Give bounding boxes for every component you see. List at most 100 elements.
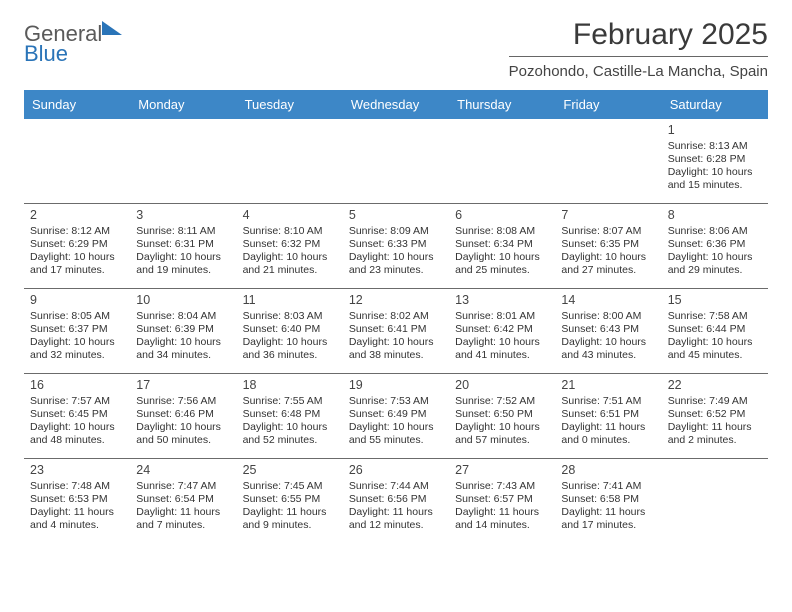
day-number: 5 xyxy=(349,208,443,224)
daylight-text: Daylight: 10 hours and 25 minutes. xyxy=(455,251,549,277)
daylight-text: Daylight: 10 hours and 48 minutes. xyxy=(30,421,124,447)
day-number: 22 xyxy=(668,378,762,394)
sunrise-text: Sunrise: 7:55 AM xyxy=(243,395,337,408)
calendar-day-cell xyxy=(662,459,768,543)
sunrise-text: Sunrise: 8:01 AM xyxy=(455,310,549,323)
sunset-text: Sunset: 6:34 PM xyxy=(455,238,549,251)
calendar-day-cell: 5Sunrise: 8:09 AMSunset: 6:33 PMDaylight… xyxy=(343,204,449,288)
sunrise-text: Sunrise: 7:45 AM xyxy=(243,480,337,493)
daylight-text: Daylight: 10 hours and 34 minutes. xyxy=(136,336,230,362)
day-number: 7 xyxy=(561,208,655,224)
logo-triangle-icon xyxy=(102,21,122,35)
day-number: 14 xyxy=(561,293,655,309)
sunrise-text: Sunrise: 8:09 AM xyxy=(349,225,443,238)
page-title: February 2025 xyxy=(509,18,768,52)
calendar-day-cell: 25Sunrise: 7:45 AMSunset: 6:55 PMDayligh… xyxy=(237,459,343,543)
weekday-header: Saturday xyxy=(662,90,768,119)
sunset-text: Sunset: 6:46 PM xyxy=(136,408,230,421)
sunset-text: Sunset: 6:58 PM xyxy=(561,493,655,506)
sunrise-text: Sunrise: 7:48 AM xyxy=(30,480,124,493)
weekday-header-row: Sunday Monday Tuesday Wednesday Thursday… xyxy=(24,90,768,119)
sunrise-text: Sunrise: 7:43 AM xyxy=(455,480,549,493)
daylight-text: Daylight: 11 hours and 12 minutes. xyxy=(349,506,443,532)
daylight-text: Daylight: 10 hours and 23 minutes. xyxy=(349,251,443,277)
sunrise-text: Sunrise: 8:05 AM xyxy=(30,310,124,323)
page-header: General Blue February 2025 Pozohondo, Ca… xyxy=(24,18,768,80)
daylight-text: Daylight: 11 hours and 4 minutes. xyxy=(30,506,124,532)
day-number: 8 xyxy=(668,208,762,224)
day-number: 27 xyxy=(455,463,549,479)
calendar-day-cell xyxy=(237,119,343,203)
calendar-day-cell: 27Sunrise: 7:43 AMSunset: 6:57 PMDayligh… xyxy=(449,459,555,543)
sunset-text: Sunset: 6:41 PM xyxy=(349,323,443,336)
calendar-day-cell: 8Sunrise: 8:06 AMSunset: 6:36 PMDaylight… xyxy=(662,204,768,288)
sunset-text: Sunset: 6:50 PM xyxy=(455,408,549,421)
day-number: 26 xyxy=(349,463,443,479)
calendar-day-cell: 6Sunrise: 8:08 AMSunset: 6:34 PMDaylight… xyxy=(449,204,555,288)
day-number: 28 xyxy=(561,463,655,479)
sunrise-text: Sunrise: 7:53 AM xyxy=(349,395,443,408)
weekday-header: Friday xyxy=(555,90,661,119)
logo-text: General Blue xyxy=(24,24,122,64)
sunrise-text: Sunrise: 7:41 AM xyxy=(561,480,655,493)
sunset-text: Sunset: 6:55 PM xyxy=(243,493,337,506)
calendar-day-cell xyxy=(343,119,449,203)
calendar-day-cell: 17Sunrise: 7:56 AMSunset: 6:46 PMDayligh… xyxy=(130,374,236,458)
calendar-day-cell xyxy=(130,119,236,203)
sunrise-text: Sunrise: 7:52 AM xyxy=(455,395,549,408)
sunset-text: Sunset: 6:29 PM xyxy=(30,238,124,251)
sunset-text: Sunset: 6:37 PM xyxy=(30,323,124,336)
daylight-text: Daylight: 10 hours and 45 minutes. xyxy=(668,336,762,362)
sunrise-text: Sunrise: 8:10 AM xyxy=(243,225,337,238)
daylight-text: Daylight: 11 hours and 17 minutes. xyxy=(561,506,655,532)
sunrise-text: Sunrise: 8:13 AM xyxy=(668,140,762,153)
calendar-day-cell: 1Sunrise: 8:13 AMSunset: 6:28 PMDaylight… xyxy=(662,119,768,203)
daylight-text: Daylight: 10 hours and 32 minutes. xyxy=(30,336,124,362)
day-number: 10 xyxy=(136,293,230,309)
sunset-text: Sunset: 6:33 PM xyxy=(349,238,443,251)
daylight-text: Daylight: 10 hours and 36 minutes. xyxy=(243,336,337,362)
calendar-day-cell: 13Sunrise: 8:01 AMSunset: 6:42 PMDayligh… xyxy=(449,289,555,373)
calendar-day-cell xyxy=(555,119,661,203)
sunset-text: Sunset: 6:56 PM xyxy=(349,493,443,506)
calendar-day-cell: 14Sunrise: 8:00 AMSunset: 6:43 PMDayligh… xyxy=(555,289,661,373)
sunrise-text: Sunrise: 8:04 AM xyxy=(136,310,230,323)
sunrise-text: Sunrise: 7:57 AM xyxy=(30,395,124,408)
daylight-text: Daylight: 10 hours and 50 minutes. xyxy=(136,421,230,447)
sunset-text: Sunset: 6:57 PM xyxy=(455,493,549,506)
daylight-text: Daylight: 11 hours and 9 minutes. xyxy=(243,506,337,532)
day-number: 25 xyxy=(243,463,337,479)
sunrise-text: Sunrise: 8:11 AM xyxy=(136,225,230,238)
daylight-text: Daylight: 10 hours and 41 minutes. xyxy=(455,336,549,362)
daylight-text: Daylight: 10 hours and 19 minutes. xyxy=(136,251,230,277)
day-number: 21 xyxy=(561,378,655,394)
location-subtitle: Pozohondo, Castille-La Mancha, Spain xyxy=(509,63,768,80)
weekday-header: Sunday xyxy=(24,90,130,119)
sunrise-text: Sunrise: 8:12 AM xyxy=(30,225,124,238)
sunrise-text: Sunrise: 8:08 AM xyxy=(455,225,549,238)
calendar-week-row: 1Sunrise: 8:13 AMSunset: 6:28 PMDaylight… xyxy=(24,119,768,204)
sunset-text: Sunset: 6:40 PM xyxy=(243,323,337,336)
weekday-header: Thursday xyxy=(449,90,555,119)
day-number: 6 xyxy=(455,208,549,224)
day-number: 18 xyxy=(243,378,337,394)
weekday-header: Tuesday xyxy=(237,90,343,119)
day-number: 24 xyxy=(136,463,230,479)
sunset-text: Sunset: 6:42 PM xyxy=(455,323,549,336)
day-number: 9 xyxy=(30,293,124,309)
daylight-text: Daylight: 10 hours and 52 minutes. xyxy=(243,421,337,447)
calendar-day-cell: 2Sunrise: 8:12 AMSunset: 6:29 PMDaylight… xyxy=(24,204,130,288)
sunrise-text: Sunrise: 8:02 AM xyxy=(349,310,443,323)
sunset-text: Sunset: 6:31 PM xyxy=(136,238,230,251)
weekday-header: Monday xyxy=(130,90,236,119)
calendar-day-cell: 20Sunrise: 7:52 AMSunset: 6:50 PMDayligh… xyxy=(449,374,555,458)
daylight-text: Daylight: 11 hours and 2 minutes. xyxy=(668,421,762,447)
day-number: 11 xyxy=(243,293,337,309)
title-block: February 2025 Pozohondo, Castille-La Man… xyxy=(509,18,768,80)
sunrise-text: Sunrise: 8:07 AM xyxy=(561,225,655,238)
sunset-text: Sunset: 6:36 PM xyxy=(668,238,762,251)
calendar-day-cell: 11Sunrise: 8:03 AMSunset: 6:40 PMDayligh… xyxy=(237,289,343,373)
calendar-day-cell: 12Sunrise: 8:02 AMSunset: 6:41 PMDayligh… xyxy=(343,289,449,373)
calendar-day-cell: 18Sunrise: 7:55 AMSunset: 6:48 PMDayligh… xyxy=(237,374,343,458)
calendar-day-cell: 4Sunrise: 8:10 AMSunset: 6:32 PMDaylight… xyxy=(237,204,343,288)
